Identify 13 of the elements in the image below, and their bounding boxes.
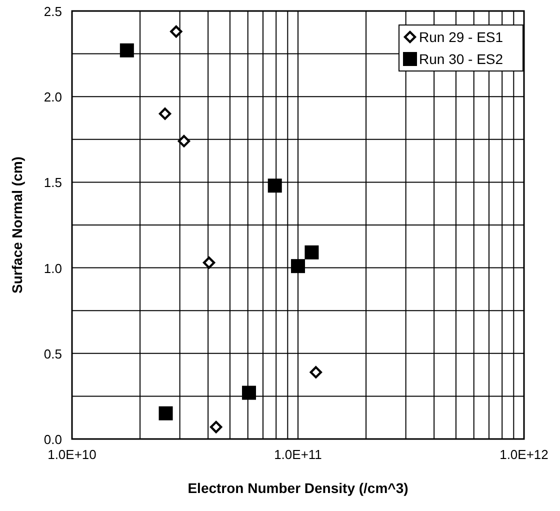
legend-label: Run 29 - ES1 bbox=[419, 29, 504, 45]
y-tick-label: 0.0 bbox=[44, 432, 62, 447]
x-tick-label: 1.0E+11 bbox=[274, 447, 322, 462]
y-tick-label: 1.0 bbox=[44, 260, 62, 276]
legend-label: Run 30 - ES2 bbox=[419, 51, 504, 67]
y-tick-label: 0.5 bbox=[44, 346, 62, 362]
x-axis-title: Electron Number Density (/cm^3) bbox=[188, 480, 408, 496]
x-tick-label: 1.0E+10 bbox=[48, 447, 96, 462]
y-axis-title: Surface Normal (cm) bbox=[9, 156, 25, 294]
x-tick-label: 1.0E+12 bbox=[500, 447, 548, 462]
y-tick-label: 2.0 bbox=[44, 90, 62, 105]
y-tick-label: 1.5 bbox=[44, 175, 62, 190]
y-tick-label: 2.5 bbox=[44, 4, 62, 19]
